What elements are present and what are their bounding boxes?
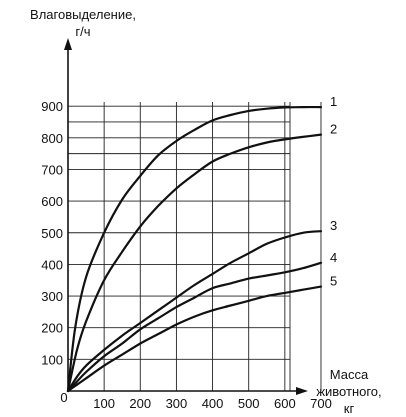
origin-label: 0 (60, 390, 67, 405)
y-tick-label-200: 200 (41, 321, 63, 336)
y-tick-label-500: 500 (41, 226, 63, 241)
x-axis-arrow-icon (296, 387, 308, 395)
series-labels: 1 2 3 4 5 (330, 94, 337, 288)
y-tick-label-100: 100 (41, 352, 63, 367)
series-lines (66, 105, 323, 393)
series-label-1: 1 (330, 94, 337, 109)
y-tick-label-900: 900 (41, 99, 63, 114)
x-axis-label-line-1: Масса (329, 367, 369, 382)
y-axis-label-line-1: Влаговыделение, (30, 7, 136, 22)
series-line-2 (66, 133, 323, 393)
y-axis-label: Влаговыделение, г/ч (8, 6, 158, 40)
x-axis-label-line-2: животного, (316, 384, 382, 399)
y-tick-label-300: 300 (41, 289, 63, 304)
tick-labels: 100 200 300 400 500 600 700 800 900 100 200 300 400 5… (41, 99, 332, 409)
x-tick-label-500: 500 (238, 396, 260, 409)
series-label-3: 3 (330, 218, 337, 233)
y-tick-label-800: 800 (41, 131, 63, 146)
y-tick-label-700: 700 (41, 162, 63, 177)
axes (64, 38, 308, 395)
x-tick-label-400: 400 (202, 396, 224, 409)
y-axis-arrow-icon (64, 38, 72, 50)
series-line-1 (66, 105, 323, 393)
series-line-3 (66, 230, 323, 393)
series-line-5 (66, 285, 323, 393)
series-label-4: 4 (330, 250, 337, 265)
y-axis-label-line-2: г/ч (75, 24, 91, 39)
series-line-4 (66, 261, 323, 393)
y-tick-label-400: 400 (41, 257, 63, 272)
x-tick-label-100: 100 (93, 396, 115, 409)
series-label-2: 2 (330, 122, 337, 137)
y-tick-label-600: 600 (41, 194, 63, 209)
x-tick-label-700: 700 (310, 396, 332, 409)
x-tick-label-300: 300 (166, 396, 188, 409)
series-label-5: 5 (330, 274, 337, 289)
x-tick-label-600: 600 (274, 396, 296, 409)
x-tick-label-200: 200 (129, 396, 151, 409)
